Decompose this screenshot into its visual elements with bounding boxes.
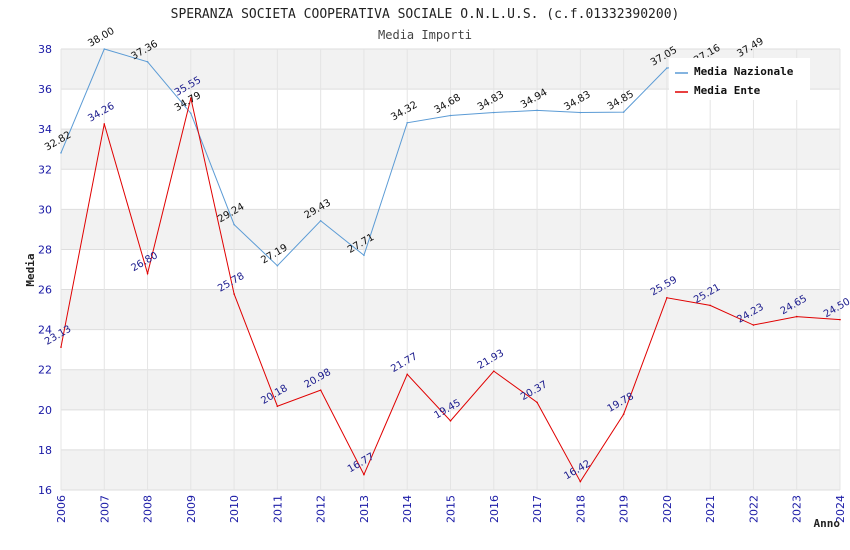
data-point	[579, 480, 582, 483]
x-tick-label: 2009	[185, 495, 198, 523]
data-point	[492, 370, 495, 372]
x-axis-ticks: 2006 2007 2008 2009 2010 2011 2012 2013 2014 2015…	[55, 495, 847, 523]
data-point	[752, 324, 755, 326]
data-point	[449, 114, 452, 117]
data-point	[319, 219, 322, 222]
data-point	[622, 413, 625, 416]
y-axis-label: Media	[24, 253, 37, 286]
x-tick-label: 2010	[228, 495, 241, 523]
data-point	[622, 111, 625, 113]
data-point	[146, 61, 149, 63]
x-tick-label: 2013	[358, 495, 371, 523]
y-tick-label: 24	[38, 324, 52, 337]
data-point	[60, 346, 62, 348]
data-point	[319, 389, 322, 391]
data-point	[146, 272, 149, 275]
x-tick-label: 2022	[747, 495, 760, 523]
y-tick-label: 34	[38, 123, 52, 136]
x-tick-label: 2016	[488, 495, 501, 523]
x-tick-label: 2018	[574, 495, 587, 523]
legend: Media Nazionale Media Ente	[669, 58, 810, 100]
data-point	[449, 420, 452, 422]
y-tick-label: 16	[38, 484, 52, 497]
x-tick-label: 2011	[271, 495, 284, 523]
x-tick-label: 2023	[791, 495, 804, 523]
chart-title: SPERANZA SOCIETA COOPERATIVA SOCIALE O.N…	[171, 7, 680, 22]
data-point	[103, 48, 106, 50]
grid-bands	[60, 48, 841, 491]
data-point	[276, 405, 279, 408]
legend-box	[669, 58, 810, 100]
x-tick-label: 2006	[55, 495, 68, 523]
y-tick-label: 28	[38, 243, 52, 256]
data-label: 38.00	[86, 26, 116, 50]
x-axis-label: Anno	[814, 517, 841, 530]
x-tick-label: 2019	[618, 495, 631, 523]
data-point	[190, 97, 192, 99]
data-point	[536, 401, 538, 404]
data-point	[666, 67, 668, 69]
x-tick-label: 2007	[98, 495, 111, 523]
y-axis-ticks: 16 18 20 22 24 26 28 30 32 34 36 38	[38, 43, 52, 497]
x-tick-label: 2008	[142, 495, 155, 523]
data-point	[839, 318, 841, 321]
data-point	[579, 111, 582, 114]
data-point	[536, 109, 538, 112]
series-lines	[60, 48, 841, 483]
data-point	[276, 264, 279, 267]
y-tick-label: 22	[38, 364, 52, 377]
data-point	[406, 373, 409, 376]
x-tick-label: 2021	[704, 495, 717, 523]
x-tick-label: 2024	[834, 495, 847, 523]
y-tick-label: 32	[38, 163, 52, 176]
x-tick-label: 2014	[401, 495, 414, 523]
data-point	[406, 121, 409, 124]
data-point	[492, 111, 495, 114]
legend-label-media-nazionale: Media Nazionale	[694, 65, 794, 78]
data-point	[363, 473, 365, 476]
y-tick-label: 30	[38, 203, 52, 216]
data-point	[60, 152, 62, 154]
legend-label-media-ente: Media Ente	[694, 84, 761, 97]
data-point	[233, 293, 235, 295]
x-tick-label: 2020	[661, 495, 674, 523]
chart-subtitle: Media Importi	[378, 28, 472, 42]
x-tick-label: 2015	[445, 495, 458, 523]
x-tick-label: 2017	[531, 495, 544, 523]
y-tick-label: 36	[38, 83, 52, 96]
data-point	[363, 254, 365, 257]
y-tick-label: 18	[38, 444, 52, 457]
data-point	[103, 123, 106, 125]
data-point	[666, 296, 668, 299]
data-point	[795, 315, 798, 318]
y-tick-label: 26	[38, 284, 52, 297]
data-point	[233, 223, 235, 226]
data-point	[709, 304, 711, 307]
y-tick-label: 38	[38, 43, 52, 56]
data-point	[190, 112, 192, 115]
x-tick-label: 2012	[315, 495, 328, 523]
y-tick-label: 20	[38, 404, 52, 417]
